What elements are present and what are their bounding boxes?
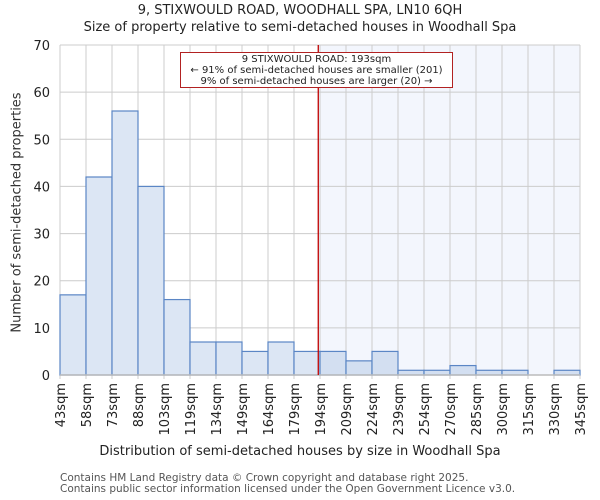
x-axis-label: Distribution of semi-detached houses by …: [99, 444, 501, 459]
histogram-bar: [137, 185, 165, 376]
annotation-line-2: ← 91% of semi-detached houses are smalle…: [190, 65, 443, 76]
histogram-bar: [111, 110, 139, 376]
x-tick-label: 88sqm: [132, 383, 147, 427]
histogram-bar: [85, 176, 113, 376]
x-tick-label: 43sqm: [54, 383, 69, 427]
footer-copyright: Contains HM Land Registry data © Crown c…: [60, 472, 469, 484]
x-tick-label: 209sqm: [340, 383, 355, 436]
x-tick-label: 164sqm: [262, 383, 277, 436]
histogram-bar: [59, 294, 87, 376]
y-tick-label: 10: [33, 322, 50, 337]
y-tick-label: 50: [33, 133, 50, 148]
x-tick-label: 345sqm: [574, 383, 589, 436]
y-tick-label: 30: [33, 228, 50, 243]
x-tick-label: 285sqm: [470, 383, 485, 436]
x-tick-label: 58sqm: [80, 383, 95, 427]
x-tick-label: 300sqm: [496, 383, 511, 436]
x-tick-label: 224sqm: [366, 383, 381, 436]
histogram-bar: [267, 341, 295, 376]
larger-region-shade: [318, 45, 580, 375]
x-tick-label: 270sqm: [444, 383, 459, 436]
histogram-bar: [293, 350, 321, 376]
y-tick-label: 0: [42, 369, 50, 384]
histogram-bar: [215, 341, 243, 376]
x-tick-label: 254sqm: [418, 383, 433, 436]
annotation-line-3: 9% of semi-detached houses are larger (2…: [200, 76, 433, 87]
histogram-bar: [189, 341, 217, 376]
histogram-bar: [163, 298, 191, 376]
y-axis-label: Number of semi-detached properties: [9, 92, 25, 333]
histogram-bar: [319, 350, 347, 376]
x-tick-label: 239sqm: [392, 383, 407, 436]
property-annotation: 9 STIXWOULD ROAD: 193sqm ← 91% of semi-d…: [180, 52, 453, 88]
y-tick-label: 60: [33, 86, 50, 101]
y-tick-label: 70: [33, 39, 50, 54]
x-tick-label: 194sqm: [314, 383, 329, 436]
x-tick-label: 103sqm: [158, 383, 173, 436]
histogram-bar: [345, 360, 373, 376]
y-tick-label: 40: [33, 180, 50, 195]
y-tick-label: 20: [33, 275, 50, 290]
histogram-bar: [371, 350, 399, 376]
x-tick-label: 330sqm: [548, 383, 563, 436]
x-tick-label: 119sqm: [184, 383, 199, 436]
x-tick-label: 149sqm: [236, 383, 251, 436]
histogram-chart: 0 10 20 30 40 50 60 70 43sqm 58sqm 73sqm 88sqm 103sq…: [33, 39, 589, 436]
chart-title: 9, STIXWOULD ROAD, WOODHALL SPA, LN10 6Q…: [137, 3, 463, 18]
histogram-bar: [449, 364, 477, 376]
x-tick-label: 315sqm: [522, 383, 537, 436]
annotation-line-1: 9 STIXWOULD ROAD: 193sqm: [241, 54, 392, 65]
histogram-bar: [241, 350, 269, 376]
x-tick-label: 179sqm: [288, 383, 303, 436]
x-tick-label: 134sqm: [210, 383, 225, 436]
footer-licence: Contains public sector information licen…: [60, 483, 516, 495]
x-tick-label: 73sqm: [106, 383, 121, 427]
chart-subtitle: Size of property relative to semi-detach…: [83, 20, 517, 35]
